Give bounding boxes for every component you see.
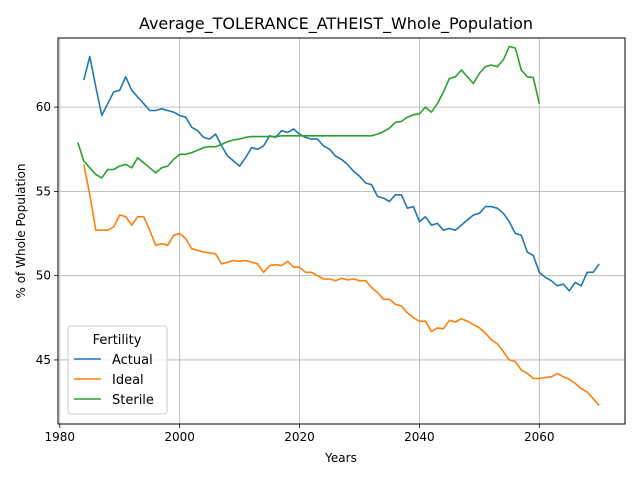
y-tick-label: 60 [36, 100, 51, 114]
legend-items: Actual Ideal Sterile [74, 353, 154, 408]
x-tick-label: 1980 [45, 430, 76, 444]
y-axis-label: % of Whole Population [14, 164, 28, 299]
series-line-sterile [77, 45, 541, 179]
legend-title: Fertility [93, 333, 142, 348]
data-series [77, 45, 600, 407]
legend-label-ideal: Ideal [112, 373, 144, 388]
x-axis-label: Years [324, 451, 357, 465]
legend-label-sterile: Sterile [112, 393, 154, 408]
x-tick-label: 2060 [524, 430, 555, 444]
legend-box [67, 325, 168, 415]
x-tick-label: 2040 [404, 430, 435, 444]
plot-frame [57, 37, 626, 425]
x-axis-ticks: 1980 2000 2020 2040 2060 [45, 424, 555, 444]
chart-title: Average_TOLERANCE_ATHEIST_Whole_Populati… [139, 14, 533, 34]
legend: Fertility Actual Ideal Sterile [67, 325, 168, 415]
y-axis-ticks: 45 50 55 60 [36, 100, 58, 367]
series-line-actual [83, 55, 600, 292]
legend-label-actual: Actual [112, 353, 153, 368]
y-tick-label: 55 [36, 184, 51, 198]
x-tick-label: 2020 [284, 430, 315, 444]
y-tick-label: 50 [36, 269, 51, 283]
series-line-ideal [83, 164, 600, 407]
y-tick-label: 45 [36, 353, 51, 367]
x-tick-label: 2000 [164, 430, 195, 444]
